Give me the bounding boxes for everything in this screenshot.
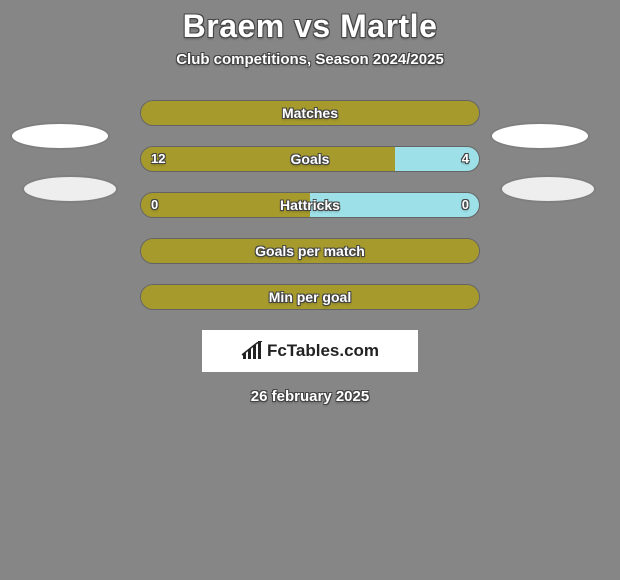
- stat-label: Goals per match: [141, 239, 479, 263]
- date-text: 26 february 2025: [0, 388, 620, 405]
- logo-icon: [241, 341, 263, 361]
- side-ellipse: [10, 122, 110, 150]
- stat-label: Matches: [141, 101, 479, 125]
- stat-label: Goals: [141, 147, 479, 171]
- logo-text: FcTables.com: [267, 341, 379, 361]
- stat-label: Min per goal: [141, 285, 479, 309]
- stat-label: Hattricks: [141, 193, 479, 217]
- logo-box: FcTables.com: [202, 330, 418, 372]
- subtitle: Club competitions, Season 2024/2025: [0, 51, 620, 68]
- stat-row: Matches: [140, 100, 480, 126]
- side-ellipse: [490, 122, 590, 150]
- stat-row: 00Hattricks: [140, 192, 480, 218]
- side-ellipse: [22, 175, 118, 203]
- page-title: Braem vs Martle: [0, 0, 620, 45]
- stat-row: Min per goal: [140, 284, 480, 310]
- stats-panel: Matches 124Goals 00Hattricks Goals per matc…: [140, 100, 480, 310]
- stat-row: Goals per match: [140, 238, 480, 264]
- side-ellipse: [500, 175, 596, 203]
- stat-row: 124Goals: [140, 146, 480, 172]
- container: Braem vs Martle Club competitions, Seaso…: [0, 0, 620, 580]
